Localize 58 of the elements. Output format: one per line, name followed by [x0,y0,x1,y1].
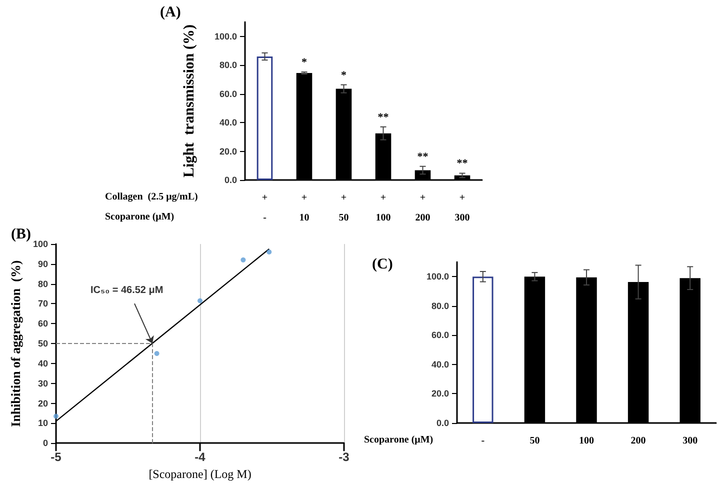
y-tick-label: 60 [38,318,48,329]
x-tick-label: + 10 [299,192,310,224]
point [54,414,58,419]
y-tick-label: 20.0 [219,146,237,156]
x-tick-label: + 200 [415,192,430,224]
y-tick-label: 40.0 [431,359,449,370]
x-tick-label: + 100 [376,192,391,224]
x-tick-label: 100 [579,436,594,446]
y-tick-label: 80.0 [431,300,449,311]
y-tick-label: 70 [38,298,48,309]
x-axis-title: [Scoparone] (Log M) [148,467,252,481]
data-label: * [302,56,308,68]
text: Collagen (2.5 μg/mL) [105,192,198,202]
y-tick-label: 0.0 [224,175,237,185]
x-tick-label: -3 [338,450,350,464]
data-label: ** [456,158,468,170]
bar [256,56,273,180]
y-tick-label: 20 [38,398,48,408]
y-tick-label: 90 [38,258,48,269]
y-tick-label: 30 [38,378,48,388]
x-tick-label: + 50 [338,192,349,224]
y-tick-label: 60.0 [431,330,449,340]
x-tick-label: -5 [50,450,62,464]
y-tick-label: 0.0 [436,418,449,428]
x-tick-label: - [481,436,485,446]
text: Scoparone (μM) [105,212,174,222]
text: Scoparone (μM) [364,434,434,446]
x-tick-label: 300 [682,436,698,446]
y-tick-label: 100.0 [214,31,237,42]
y-tick-label: 60.0 [219,88,237,99]
x-tick-label: + - [262,192,268,224]
chart-title: (B) [11,226,31,242]
x-tick-label: + 300 [454,192,470,224]
chart-title: (C) [372,256,393,272]
y-tick-label: 80 [38,278,48,289]
chart-title: (A) [160,4,181,20]
data-label: * [341,69,347,82]
x-tick-label: -4 [194,450,206,464]
point [154,351,160,356]
y-tick-label: 50 [38,338,48,349]
y-tick-label: 40.0 [219,118,237,128]
data-label: ** [378,111,390,124]
x-tick-label: 50 [530,436,540,446]
y-tick-label: 10 [38,418,48,428]
y-tick-label: 100.0 [426,272,449,282]
data-label: ** [417,150,429,163]
annotation: IC₅₀ = 46.52 μM [90,285,164,296]
point [198,298,202,304]
y-axis-title: Light transmission (%) [182,24,198,178]
y-tick-label: 40 [38,358,48,368]
y-axis-title: Inhibition of aggregation (%) [8,260,24,427]
x-tick-label: 200 [630,436,646,446]
point [240,257,246,262]
y-tick-label: 80.0 [219,60,237,70]
y-tick-label: 20.0 [431,388,449,399]
point [266,249,272,254]
y-tick-label: 0 [42,438,48,448]
y-tick-label: 100 [32,239,48,249]
